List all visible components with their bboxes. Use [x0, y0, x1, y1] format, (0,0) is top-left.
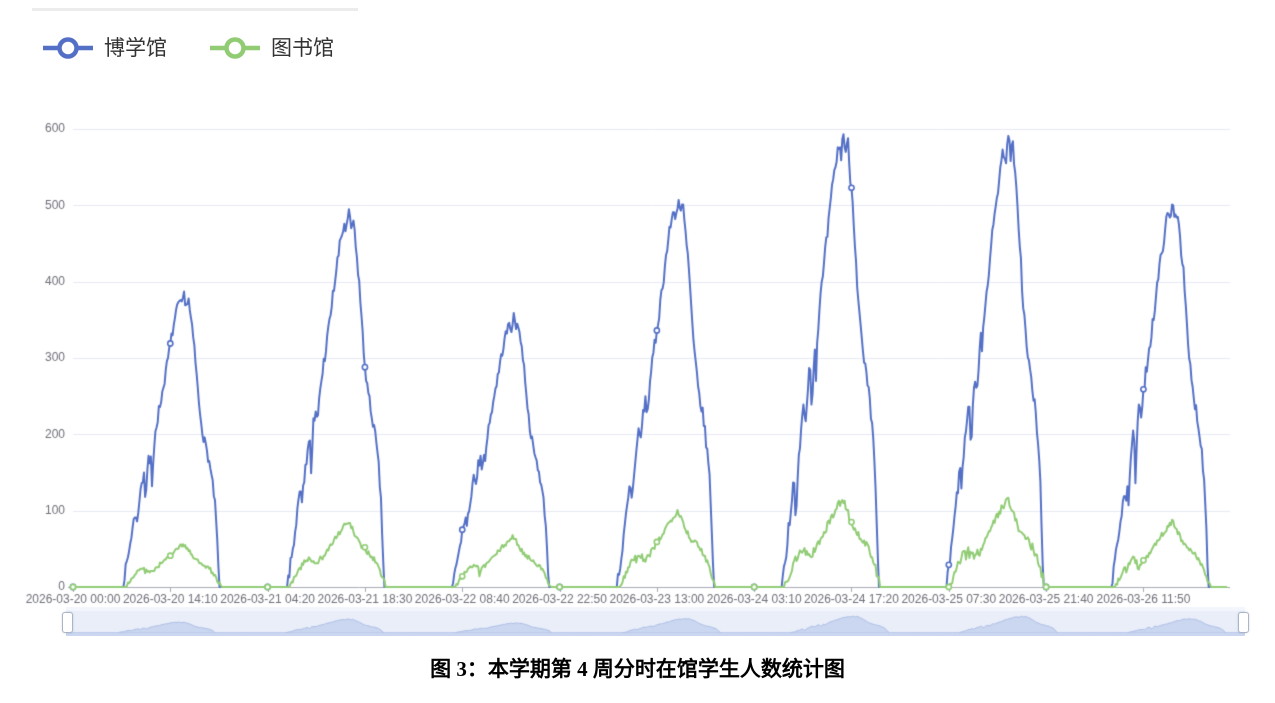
datazoom-canvas[interactable]	[66, 607, 1245, 636]
line-chart	[0, 0, 1275, 605]
line-chart-canvas[interactable]	[0, 0, 1275, 605]
datazoom-right-handle[interactable]	[1238, 612, 1249, 633]
figure-caption: 图 3：本学期第 4 周分时在馆学生人数统计图	[430, 657, 845, 681]
datazoom-slider[interactable]	[62, 607, 1249, 636]
datazoom-left-handle[interactable]	[62, 612, 73, 633]
